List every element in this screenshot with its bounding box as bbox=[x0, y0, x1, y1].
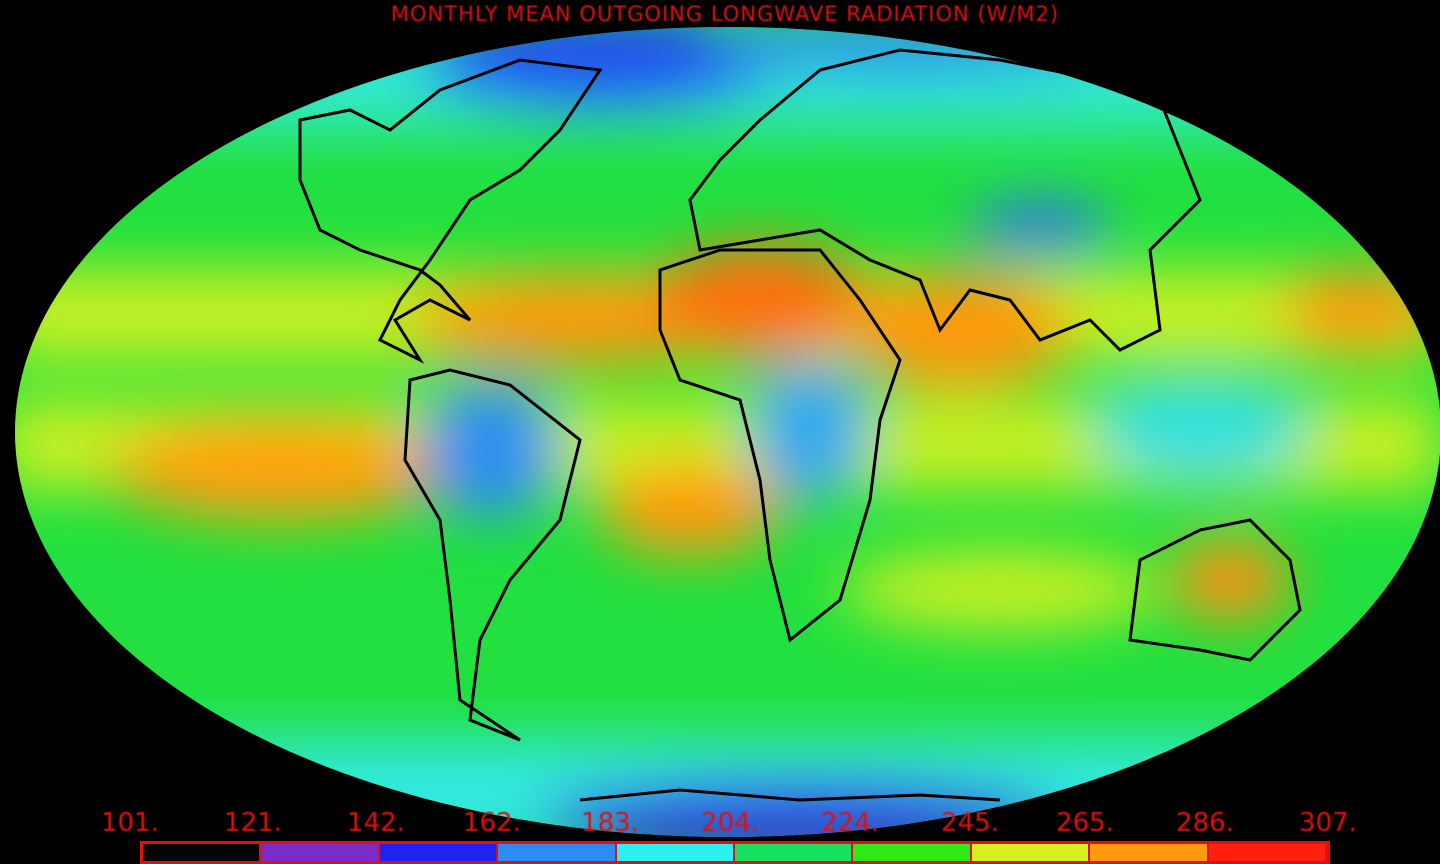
tick-label: 245. bbox=[941, 808, 999, 838]
tick-label: 286. bbox=[1176, 808, 1234, 838]
colorbar-segment bbox=[379, 844, 499, 861]
colorbar-labels: 101. 121. 142. 162. 183. 204. 224. 245. … bbox=[100, 808, 1380, 842]
colorbar-segment bbox=[616, 844, 736, 861]
map-title: MONTHLY MEAN OUTGOING LONGWAVE RADIATION… bbox=[390, 2, 1060, 26]
colorbar-segment bbox=[735, 844, 854, 861]
colorbar-segment bbox=[261, 844, 380, 861]
colorbar-segment bbox=[1208, 844, 1328, 861]
colorbar bbox=[140, 841, 1330, 864]
tick-label: 142. bbox=[347, 808, 405, 838]
colorbar-segment bbox=[498, 844, 617, 861]
africa-coast bbox=[658, 248, 902, 643]
colorbar-segment bbox=[971, 844, 1091, 861]
antarctica-coast bbox=[579, 788, 1001, 802]
tick-label: 204. bbox=[701, 808, 759, 838]
tick-label: 121. bbox=[224, 808, 282, 838]
coastlines bbox=[298, 48, 1302, 802]
tick-label: 162. bbox=[463, 808, 521, 838]
north-america-coast bbox=[298, 58, 603, 364]
tick-label: 183. bbox=[581, 808, 639, 838]
colorbar-segment bbox=[853, 844, 972, 861]
europe-asia-coast bbox=[688, 48, 1202, 352]
tick-label: 101. bbox=[101, 808, 159, 838]
tick-label: 307. bbox=[1299, 808, 1357, 838]
australia-coast bbox=[1128, 518, 1302, 662]
colorbar-segment bbox=[1090, 844, 1209, 861]
colorbar-segment bbox=[143, 844, 262, 861]
south-america-coast bbox=[403, 368, 582, 742]
tick-label: 265. bbox=[1056, 808, 1114, 838]
tick-label: 224. bbox=[821, 808, 879, 838]
